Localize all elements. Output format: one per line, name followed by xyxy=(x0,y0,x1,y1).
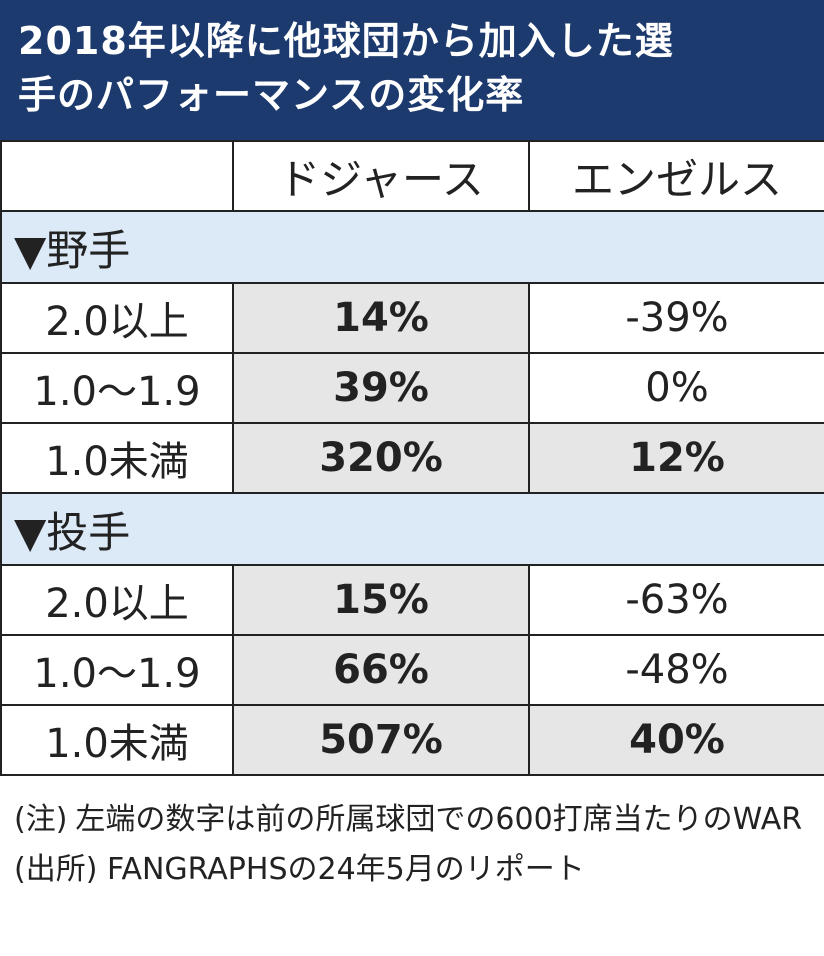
chart-title-line-1: 2018年以降に他球団から加入した選 xyxy=(18,19,674,63)
column-header-empty xyxy=(0,140,234,212)
row-label: 1.0〜1.9 xyxy=(0,352,234,424)
chart-header: 2018年以降に他球団から加入した選 手のパフォーマンスの変化率 xyxy=(0,0,824,140)
table-row: 1.0未満 320% 12% xyxy=(0,422,824,494)
note-tag: (注) xyxy=(14,802,68,837)
dodgers-value: 507% xyxy=(232,704,530,776)
table-row: 1.0〜1.9 39% 0% xyxy=(0,352,824,424)
table-row: 2.0以上 15% -63% xyxy=(0,564,824,636)
dodgers-value: 39% xyxy=(232,352,530,424)
table-row: 2.0以上 14% -39% xyxy=(0,282,824,354)
row-label: 2.0以上 xyxy=(0,564,234,636)
dodgers-value: 320% xyxy=(232,422,530,494)
table-row: 1.0未満 507% 40% xyxy=(0,704,824,776)
section-row-fielders: ▼野手 xyxy=(0,210,824,284)
dodgers-value: 15% xyxy=(232,564,530,636)
angels-value: -48% xyxy=(528,634,824,706)
column-header-angels: エンゼルス xyxy=(528,140,824,212)
note: (注) 左端の数字は前の所属球団での600打席当たりのWAR xyxy=(14,800,814,840)
section-label-pitchers: ▼投手 xyxy=(0,492,824,566)
dodgers-value: 14% xyxy=(232,282,530,354)
angels-value: 0% xyxy=(528,352,824,424)
section-row-pitchers: ▼投手 xyxy=(0,492,824,566)
section-label-fielders: ▼野手 xyxy=(0,210,824,284)
row-label: 1.0未満 xyxy=(0,422,234,494)
data-table: ドジャース エンゼルス ▼野手 2.0以上 14% -39% 1.0〜1.9 3… xyxy=(0,140,824,776)
row-label: 2.0以上 xyxy=(0,282,234,354)
table-row: 1.0〜1.9 66% -48% xyxy=(0,634,824,706)
row-label: 1.0〜1.9 xyxy=(0,634,234,706)
column-header-dodgers: ドジャース xyxy=(232,140,530,212)
footnotes: (注) 左端の数字は前の所属球団での600打席当たりのWAR (出所) FANG… xyxy=(14,800,814,890)
row-label: 1.0未満 xyxy=(0,704,234,776)
note-text: 左端の数字は前の所属球団での600打席当たりのWAR xyxy=(75,802,803,837)
angels-value: -63% xyxy=(528,564,824,636)
angels-value: 12% xyxy=(528,422,824,494)
angels-value: -39% xyxy=(528,282,824,354)
dodgers-value: 66% xyxy=(232,634,530,706)
angels-value: 40% xyxy=(528,704,824,776)
chart-title-line-2: 手のパフォーマンスの変化率 xyxy=(18,73,525,117)
column-header-row: ドジャース エンゼルス xyxy=(0,140,824,212)
source-note: (出所) FANGRAPHSの24年5月のリポート xyxy=(14,852,585,887)
